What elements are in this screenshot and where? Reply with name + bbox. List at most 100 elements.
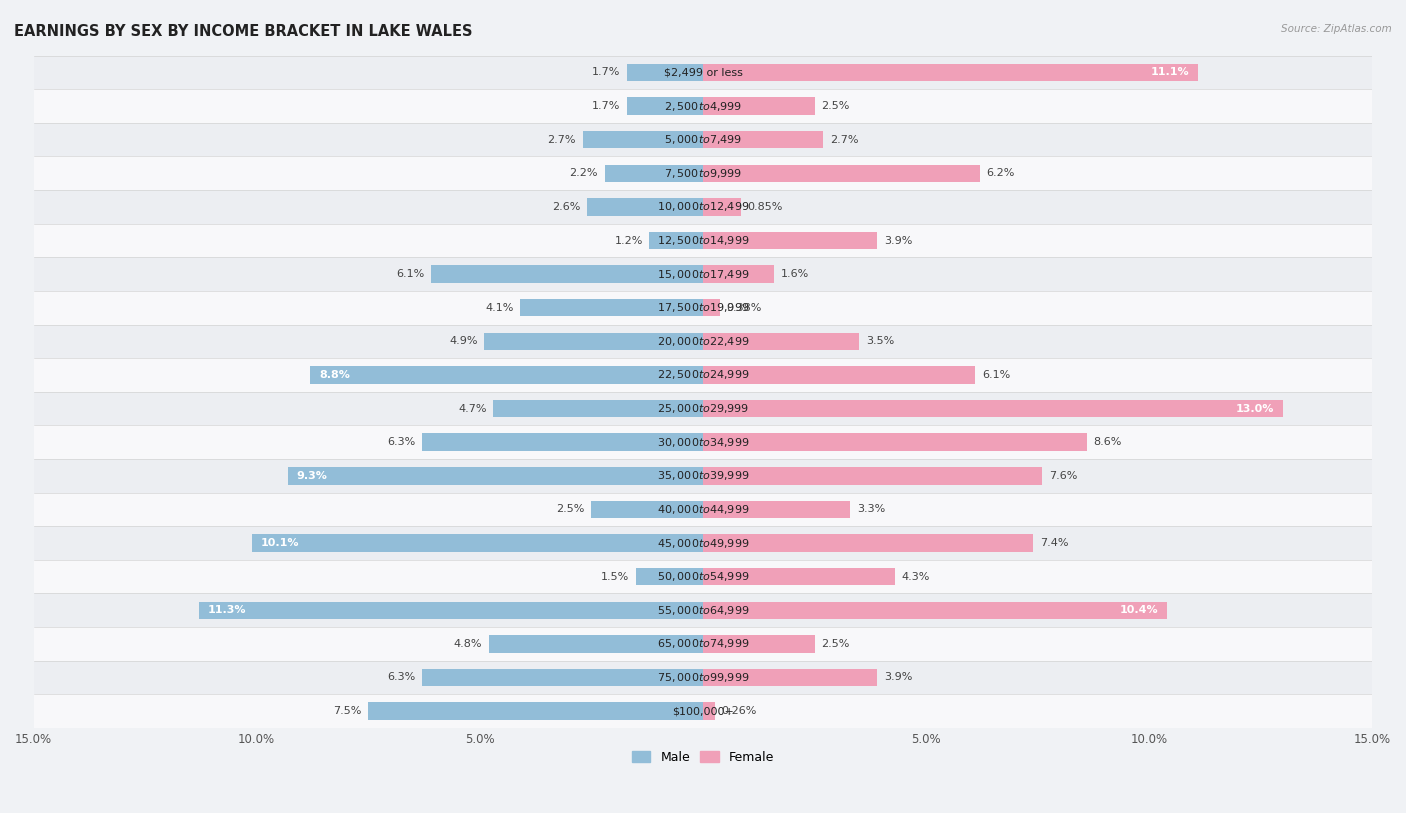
Bar [703,467,1042,485]
Bar [34,425,1372,459]
Text: $12,500 to $14,999: $12,500 to $14,999 [657,234,749,247]
Bar [494,400,703,417]
Text: 3.9%: 3.9% [884,672,912,682]
Bar [34,55,1372,89]
Text: 11.3%: 11.3% [208,605,246,615]
Bar [703,131,824,149]
Bar [430,265,703,283]
Bar [34,627,1372,661]
Text: 13.0%: 13.0% [1236,403,1274,414]
Bar [198,602,703,619]
Text: 1.7%: 1.7% [592,101,620,111]
Text: 2.6%: 2.6% [553,202,581,212]
Text: 0.38%: 0.38% [727,302,762,313]
Text: $5,000 to $7,499: $5,000 to $7,499 [664,133,742,146]
Bar [627,63,703,81]
Bar [703,669,877,686]
Text: 3.5%: 3.5% [866,337,894,346]
Bar [368,702,703,720]
Bar [592,501,703,518]
Text: 1.5%: 1.5% [602,572,630,581]
Bar [34,123,1372,156]
Text: 2.5%: 2.5% [821,639,849,649]
Bar [34,359,1372,392]
Text: 7.5%: 7.5% [333,706,361,716]
Text: Source: ZipAtlas.com: Source: ZipAtlas.com [1281,24,1392,34]
Text: 11.1%: 11.1% [1152,67,1189,77]
Text: $30,000 to $34,999: $30,000 to $34,999 [657,436,749,449]
Text: $22,500 to $24,999: $22,500 to $24,999 [657,368,749,381]
Bar [34,459,1372,493]
Legend: Male, Female: Male, Female [627,746,779,769]
Bar [703,400,1284,417]
Text: $20,000 to $22,499: $20,000 to $22,499 [657,335,749,348]
Text: 10.4%: 10.4% [1119,605,1159,615]
Bar [34,526,1372,560]
Bar [703,164,980,182]
Bar [703,198,741,215]
Text: 2.2%: 2.2% [569,168,598,178]
Text: 4.1%: 4.1% [485,302,513,313]
Text: 8.6%: 8.6% [1094,437,1122,447]
Bar [489,635,703,653]
Text: $45,000 to $49,999: $45,000 to $49,999 [657,537,749,550]
Bar [520,299,703,316]
Bar [703,568,894,585]
Text: EARNINGS BY SEX BY INCOME BRACKET IN LAKE WALES: EARNINGS BY SEX BY INCOME BRACKET IN LAK… [14,24,472,39]
Text: $25,000 to $29,999: $25,000 to $29,999 [657,402,749,415]
Text: 1.2%: 1.2% [614,236,643,246]
Text: 6.1%: 6.1% [981,370,1010,380]
Bar [34,493,1372,526]
Text: 4.7%: 4.7% [458,403,486,414]
Bar [34,291,1372,324]
Text: $40,000 to $44,999: $40,000 to $44,999 [657,503,749,516]
Text: $100,000+: $100,000+ [672,706,734,716]
Bar [34,190,1372,224]
Bar [586,198,703,215]
Bar [34,224,1372,258]
Text: 6.2%: 6.2% [987,168,1015,178]
Text: $75,000 to $99,999: $75,000 to $99,999 [657,671,749,684]
Bar [703,333,859,350]
Text: 0.85%: 0.85% [748,202,783,212]
Text: 3.9%: 3.9% [884,236,912,246]
Text: 1.6%: 1.6% [782,269,810,279]
Bar [703,299,720,316]
Text: $65,000 to $74,999: $65,000 to $74,999 [657,637,749,650]
Text: 6.3%: 6.3% [387,437,415,447]
Bar [703,702,714,720]
Bar [34,156,1372,190]
Bar [703,265,775,283]
Text: 8.8%: 8.8% [319,370,350,380]
Bar [252,534,703,552]
Text: 9.3%: 9.3% [297,471,328,480]
Bar [703,63,1198,81]
Bar [34,89,1372,123]
Text: $15,000 to $17,499: $15,000 to $17,499 [657,267,749,280]
Bar [484,333,703,350]
Text: 7.4%: 7.4% [1040,538,1069,548]
Text: 10.1%: 10.1% [262,538,299,548]
Text: $7,500 to $9,999: $7,500 to $9,999 [664,167,742,180]
Bar [605,164,703,182]
Text: $2,500 to $4,999: $2,500 to $4,999 [664,99,742,112]
Text: 2.7%: 2.7% [830,135,859,145]
Bar [636,568,703,585]
Text: 4.9%: 4.9% [449,337,478,346]
Bar [288,467,703,485]
Text: $2,499 or less: $2,499 or less [664,67,742,77]
Bar [34,661,1372,694]
Bar [703,534,1033,552]
Text: $17,500 to $19,999: $17,500 to $19,999 [657,302,749,315]
Bar [582,131,703,149]
Text: 1.7%: 1.7% [592,67,620,77]
Text: $35,000 to $39,999: $35,000 to $39,999 [657,469,749,482]
Bar [34,392,1372,425]
Text: 3.3%: 3.3% [858,504,886,515]
Text: 4.8%: 4.8% [454,639,482,649]
Text: 2.5%: 2.5% [821,101,849,111]
Bar [703,366,976,384]
Bar [703,433,1087,451]
Text: $10,000 to $12,499: $10,000 to $12,499 [657,201,749,213]
Text: $55,000 to $64,999: $55,000 to $64,999 [657,604,749,617]
